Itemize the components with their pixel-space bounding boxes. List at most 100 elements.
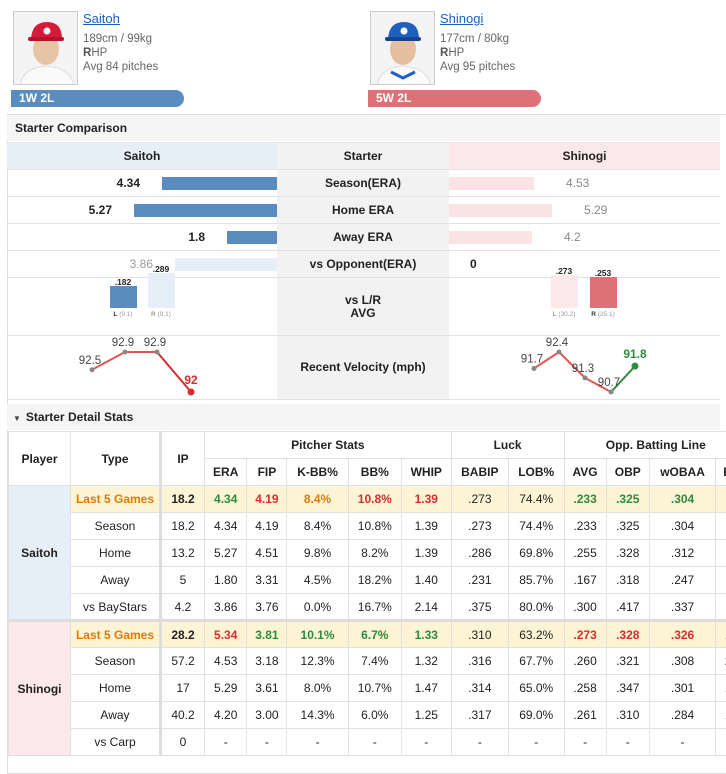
stat-cell: .325 <box>606 486 649 513</box>
stat-cell: - <box>451 729 508 756</box>
stat-cell: .273 <box>451 513 508 540</box>
stat-cell: 8.4% <box>287 513 348 540</box>
stat-cell: 18.2% <box>348 567 401 594</box>
stat-cell: 4.51 <box>247 540 287 567</box>
stat-cell: .304 <box>649 486 715 513</box>
velocity-point <box>557 350 562 355</box>
stat-cell: .304 <box>649 513 715 540</box>
stat-cell: .326 <box>649 621 715 648</box>
row-label: Home ERA <box>277 197 449 223</box>
stat-cell: - <box>508 729 564 756</box>
stat-cell: .321 <box>606 648 649 675</box>
stat-cell: 5.34 <box>205 621 247 648</box>
stat-cell: - <box>205 729 247 756</box>
velocity-value: 91.7 <box>521 353 543 365</box>
stat-cell: 10.1% <box>287 621 348 648</box>
collapse-triangle-icon[interactable]: ▼ <box>13 414 21 423</box>
lr-value-l: .273 <box>544 266 584 276</box>
player-photo-shinogi[interactable] <box>370 11 435 85</box>
stat-cell: 8.2% <box>348 540 401 567</box>
col-era: ERA <box>205 459 247 486</box>
stat-cell: 14.3% <box>287 702 348 729</box>
stat-cell: .247 <box>649 567 715 594</box>
col-obp: OBP <box>606 459 649 486</box>
stat-cell: .273 <box>451 486 508 513</box>
stat-cell: .258 <box>564 675 606 702</box>
player-info: 177cm / 80kg RHP Avg 95 pitches <box>440 32 515 74</box>
stat-cell: - <box>287 729 348 756</box>
starter-comparison-header: Starter Comparison <box>7 115 720 141</box>
row-label: Season(ERA) <box>277 170 449 196</box>
player-name-link[interactable]: Saitoh <box>83 11 120 26</box>
avg-pitches: Avg 84 pitches <box>83 60 158 74</box>
right-cell: 5.29 <box>449 197 720 223</box>
stat-cell: 74.4% <box>508 486 564 513</box>
col-bb: BB% <box>348 459 401 486</box>
lr-bar-l <box>551 275 578 308</box>
stat-cell: .312 <box>649 540 715 567</box>
player-photo-saitoh[interactable] <box>13 11 78 85</box>
velocity-point <box>188 389 195 396</box>
record-bar: 5W 2L <box>368 90 541 107</box>
player-name-link[interactable]: Shinogi <box>440 11 483 26</box>
stat-cell: .300 <box>564 594 606 621</box>
velocity-value: 90.7 <box>598 377 620 389</box>
stat-cell: 1.25 <box>401 702 451 729</box>
stat-cell: .310 <box>451 621 508 648</box>
left-value: 1.8 <box>188 224 205 250</box>
stat-cell: 9.8% <box>287 540 348 567</box>
right-cell: 4.2 <box>449 224 720 250</box>
lr-bar-r <box>590 277 617 308</box>
left-bar <box>175 258 277 271</box>
player-name-cell: Shinogi <box>9 621 71 756</box>
right-bar <box>449 177 534 190</box>
type-cell: vs Carp <box>71 729 161 756</box>
stat-cell: .233 <box>564 486 606 513</box>
lr-bar-l <box>110 286 137 308</box>
stat-cell: 85.7% <box>508 567 564 594</box>
col-babip: BABIP <box>451 459 508 486</box>
stat-cell: 3.61 <box>247 675 287 702</box>
stat-cell: 6.0% <box>348 702 401 729</box>
stat-cell: 3.86 <box>205 594 247 621</box>
right-value: 5.29 <box>584 197 607 223</box>
col-type: Type <box>71 432 161 486</box>
stat-cell: 5.27 <box>205 540 247 567</box>
ip-cell: 0 <box>161 729 205 756</box>
velocity-point <box>90 367 95 372</box>
left-value: 5.27 <box>89 197 112 223</box>
type-cell: Last 5 Games <box>71 486 161 513</box>
stat-cell: 10.7% <box>348 675 401 702</box>
left-value: 4.34 <box>117 170 140 196</box>
detail-title: Starter Detail Stats <box>26 410 133 424</box>
stat-cell: .417 <box>606 594 649 621</box>
right-value: 0 <box>470 251 477 277</box>
lr-bar-r <box>148 273 175 308</box>
type-cell: Season <box>71 648 161 675</box>
stat-cell: 3.31 <box>247 567 287 594</box>
stat-cell: 65.0% <box>508 675 564 702</box>
stat-cell: - <box>564 729 606 756</box>
stat-cell: 12.3% <box>287 648 348 675</box>
stat-cell: 1.39 <box>401 486 451 513</box>
right-player-header: Shinogi <box>449 143 720 169</box>
stat-cell: 4.53 <box>205 648 247 675</box>
lr-value-r: .289 <box>141 264 181 274</box>
velocity-point <box>532 366 537 371</box>
center-header: Starter <box>277 143 449 169</box>
starter-detail-header[interactable]: ▼ Starter Detail Stats <box>7 404 720 430</box>
stat-cell: 6.7% <box>348 621 401 648</box>
stat-cell: 4.19 <box>247 513 287 540</box>
detail-stats-table: Player Type IP Pitcher Stats Luck Opp. B… <box>8 431 726 756</box>
left-bar <box>227 231 277 244</box>
ip-cell: 13.2 <box>161 540 205 567</box>
stat-cell: 67.7% <box>508 648 564 675</box>
stat-cell: .328 <box>606 621 649 648</box>
